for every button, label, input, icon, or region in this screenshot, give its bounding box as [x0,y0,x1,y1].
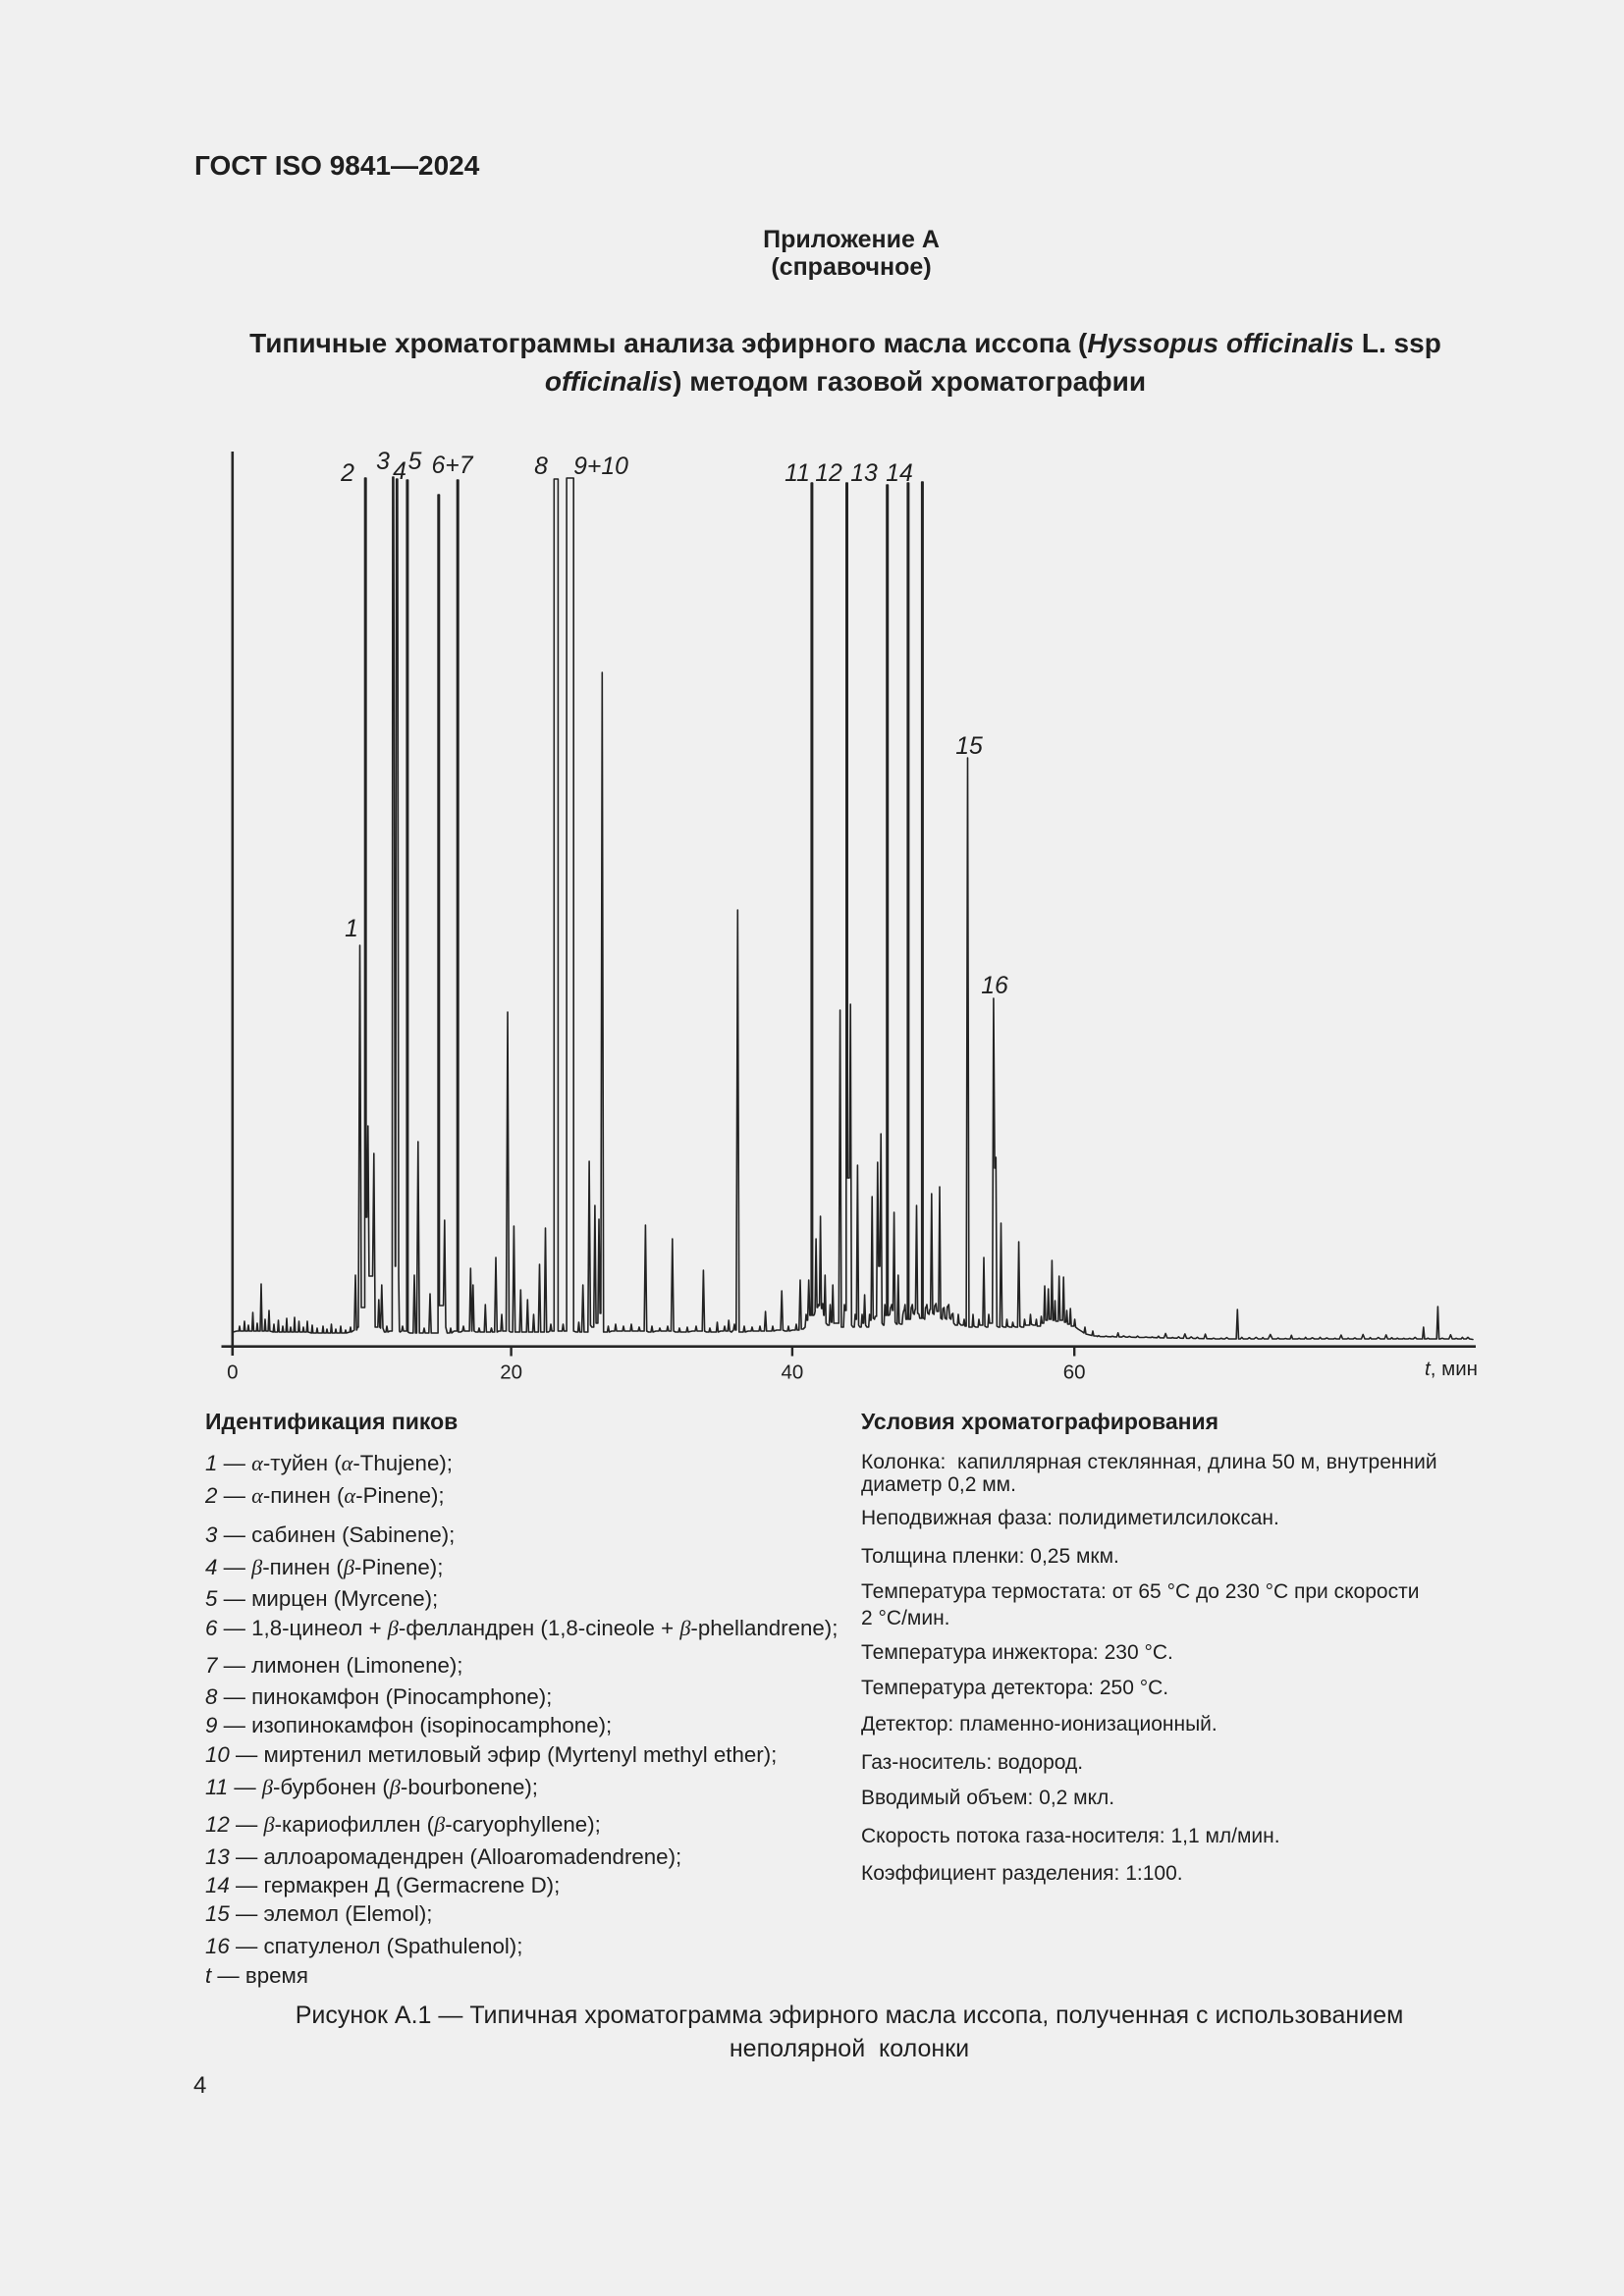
svg-text:9+10: 9+10 [573,454,628,480]
svg-text:2: 2 [340,460,354,487]
svg-text:0: 0 [227,1362,238,1384]
svg-text:t, мин: t, мин [1425,1358,1478,1380]
svg-text:40: 40 [781,1362,803,1384]
svg-text:6+7: 6+7 [431,453,473,479]
svg-text:8: 8 [534,454,548,480]
svg-text:4: 4 [393,458,406,485]
svg-text:12: 12 [815,460,842,487]
svg-text:14: 14 [886,460,913,487]
svg-text:16: 16 [981,973,1008,999]
svg-text:60: 60 [1063,1362,1086,1384]
svg-text:3: 3 [376,449,390,475]
svg-text:1: 1 [345,916,358,942]
svg-text:5: 5 [408,449,422,475]
svg-text:20: 20 [500,1362,522,1384]
svg-text:11: 11 [785,460,810,487]
svg-text:13: 13 [850,460,878,487]
svg-text:15: 15 [955,733,983,760]
